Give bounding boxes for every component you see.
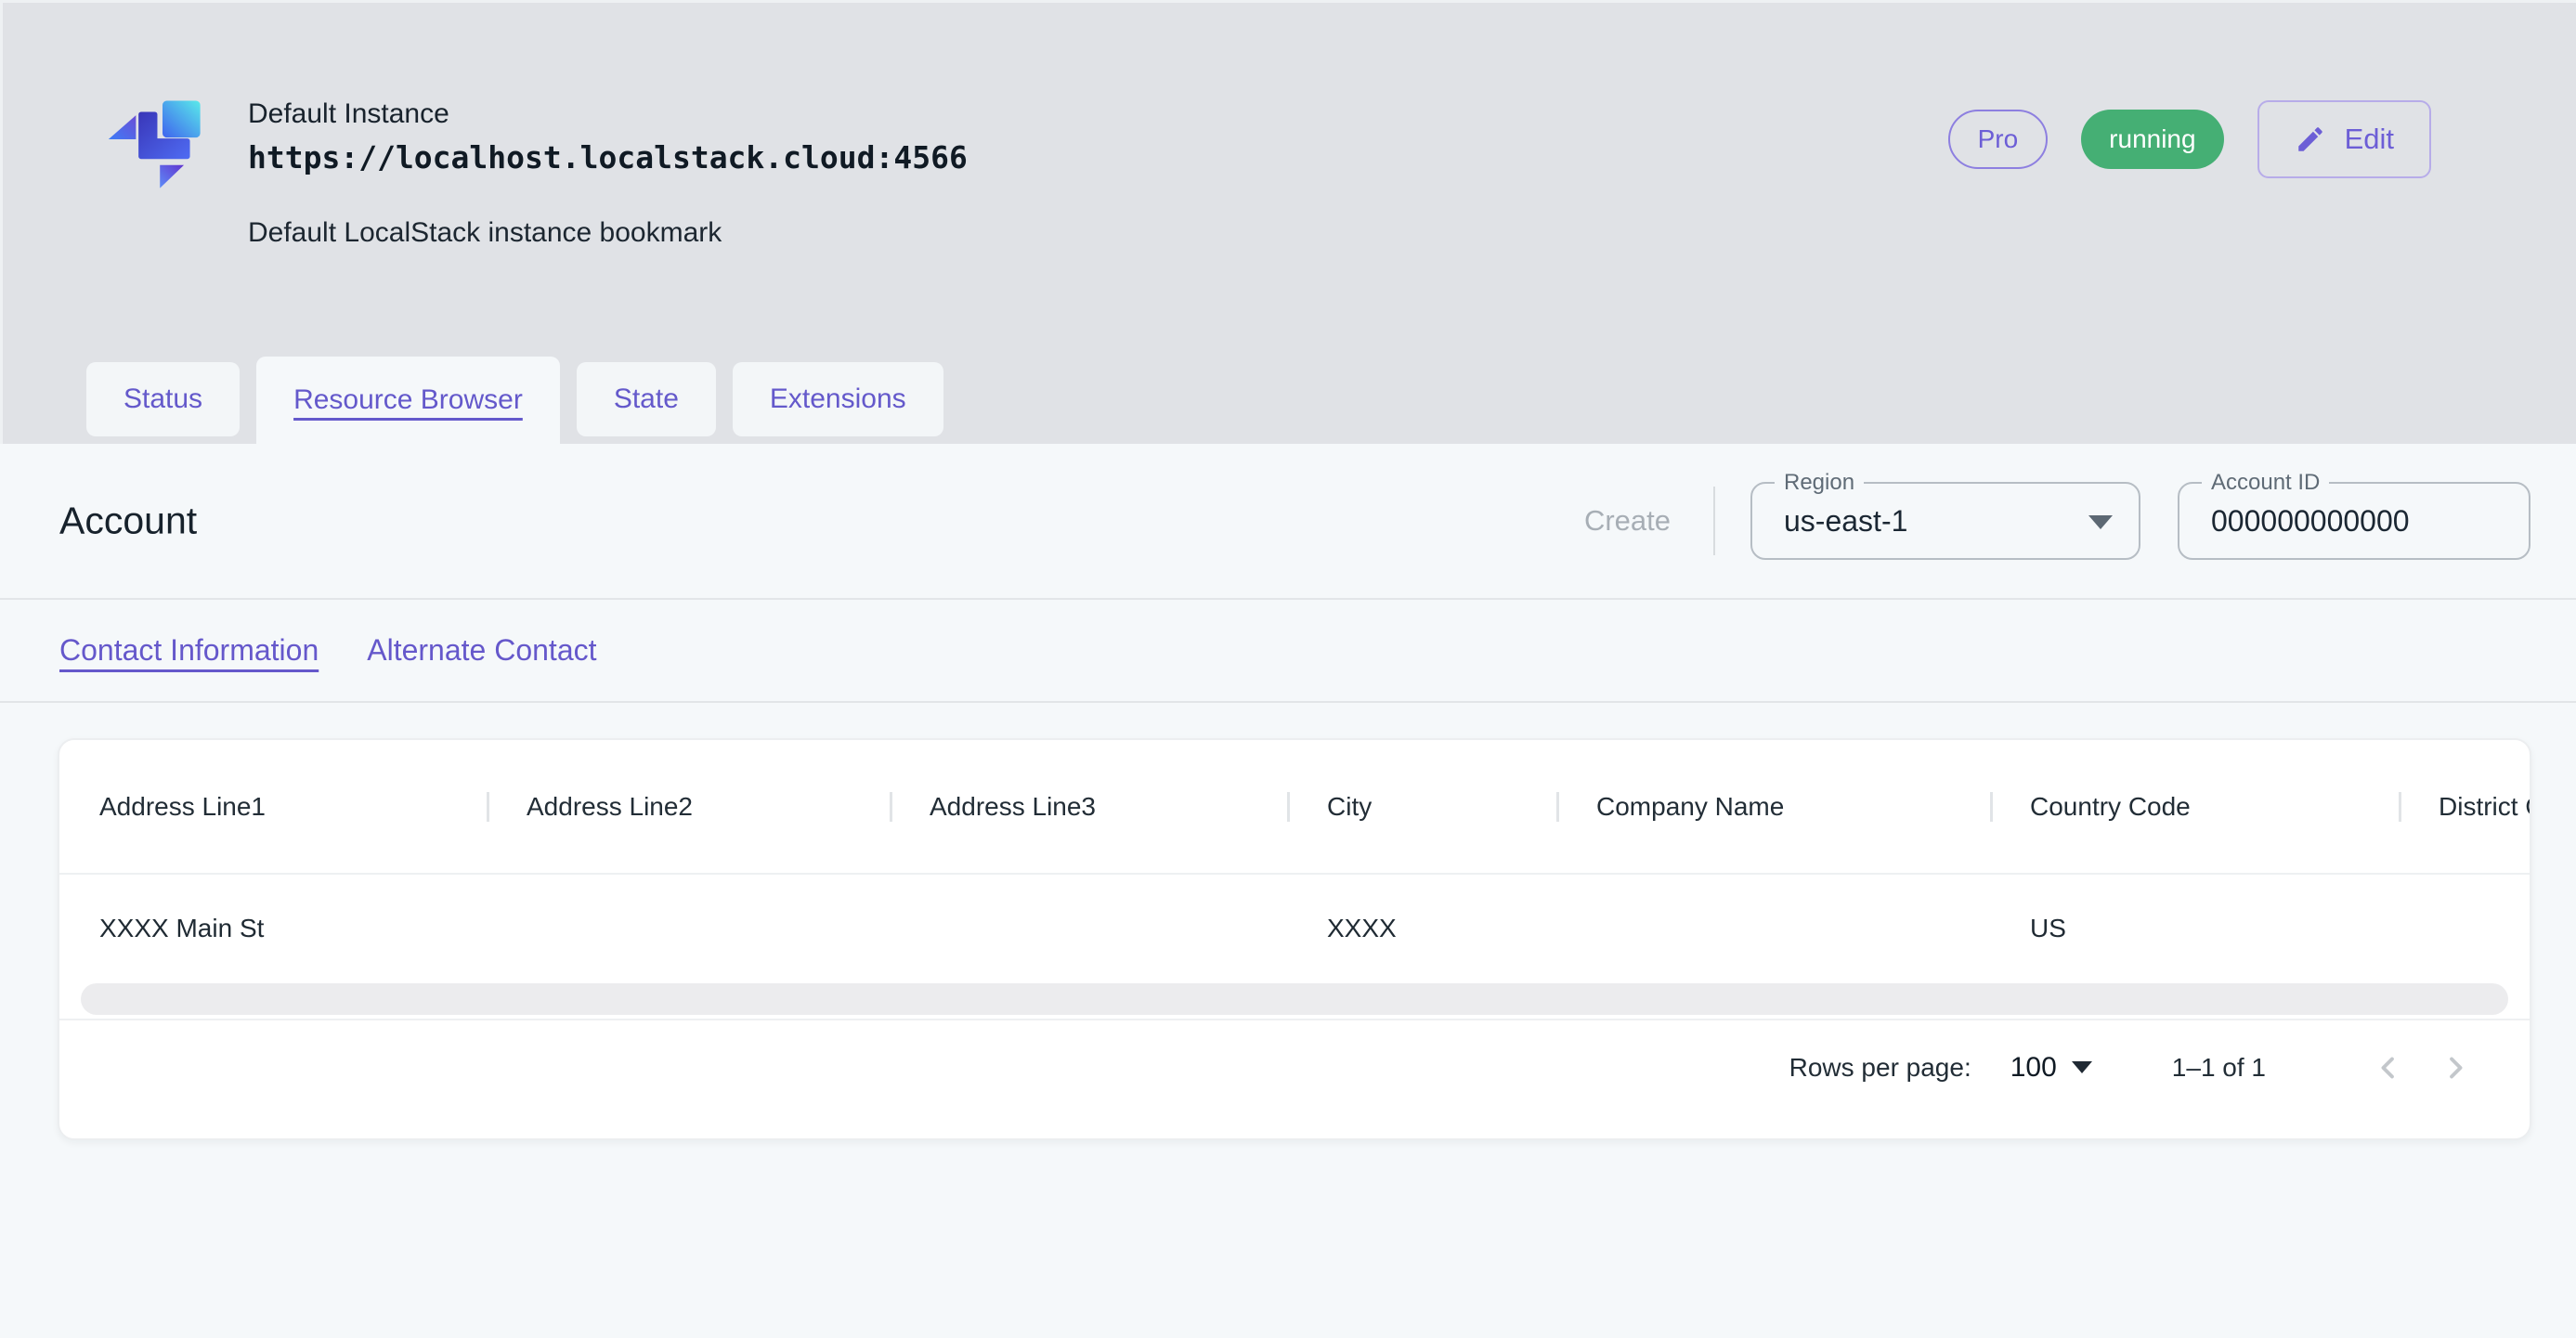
chevron-down-icon	[2071, 1061, 2092, 1073]
rows-per-page-value: 100	[2010, 1051, 2057, 1083]
column-header-address-line1: Address Line1	[99, 791, 267, 821]
address-line1-link[interactable]: XXXX Main St	[99, 913, 265, 942]
rows-per-page-label: Rows per page:	[1789, 1052, 1971, 1082]
next-page-button[interactable]	[2422, 1034, 2489, 1101]
instance-actions: Pro running Edit	[1947, 99, 2431, 179]
resource-browser-panel: Account Create Region us-east-1 Account …	[0, 444, 2576, 1338]
instance-title: Default Instance	[248, 98, 449, 129]
chevron-down-icon	[2088, 515, 2113, 529]
chevron-left-icon	[2381, 1057, 2394, 1078]
account-id-value: 000000000000	[2211, 504, 2410, 538]
divider	[59, 1019, 2530, 1020]
column-header-address-line3: Address Line3	[890, 792, 1287, 822]
account-id-label: Account ID	[2202, 469, 2330, 497]
instance-header: Default Instance https://localhost.local…	[0, 0, 2576, 444]
previous-page-button[interactable]	[2355, 1034, 2422, 1101]
scrollbar-thumb[interactable]	[81, 983, 2508, 1015]
instance-url: https://localhost.localstack.cloud:4566	[248, 139, 968, 175]
tab-state[interactable]: State	[576, 362, 716, 436]
rows-per-page-select[interactable]: 100	[2010, 1052, 2092, 1084]
contact-information-table-card: Address Line1 Address Line2 Address Line…	[58, 738, 2531, 1140]
instance-tabs: Status Resource Browser State Extensions	[86, 357, 943, 444]
edit-button[interactable]: Edit	[2257, 100, 2431, 178]
column-header-city: City	[1287, 792, 1556, 822]
country-code-cell: US	[2030, 913, 2066, 942]
pagination-range: 1–1 of 1	[2171, 1052, 2266, 1082]
tab-resource-browser[interactable]: Resource Browser	[256, 357, 560, 444]
tab-status[interactable]: Status	[86, 362, 241, 436]
status-badge: running	[2081, 110, 2224, 169]
column-header-country-code: Country Code	[1990, 792, 2399, 822]
edit-button-label: Edit	[2344, 123, 2394, 155]
account-subtabs: Contact Information Alternate Contact	[0, 600, 2576, 701]
localstack-logo-icon	[108, 100, 201, 188]
table-pagination: Rows per page: 100 1–1 of 1	[59, 1020, 2530, 1138]
pencil-icon	[2297, 127, 2322, 151]
account-toolbar: Account Create Region us-east-1 Account …	[0, 444, 2576, 598]
pro-badge: Pro	[1947, 110, 2049, 169]
chevron-right-icon	[2450, 1057, 2463, 1078]
page-title: Account	[59, 499, 198, 542]
divider	[0, 701, 2576, 703]
region-select-label: Region	[1775, 469, 1865, 497]
table-row: XXXX Main St XXXX US	[59, 875, 2530, 981]
horizontal-scrollbar	[59, 981, 2530, 1019]
tab-extensions[interactable]: Extensions	[732, 362, 943, 436]
toolbar-controls: Create Region us-east-1 Account ID 00000…	[1584, 469, 2530, 560]
subtab-contact-information[interactable]: Contact Information	[59, 633, 319, 667]
column-header-address-line2: Address Line2	[487, 792, 890, 822]
toolbar-divider	[1713, 487, 1715, 555]
divider	[0, 598, 2576, 600]
region-select-value: us-east-1	[1784, 504, 1908, 538]
instance-summary: Default Instance https://localhost.local…	[96, 83, 968, 253]
instance-text: Default Instance https://localhost.local…	[248, 83, 968, 253]
city-cell: XXXX	[1327, 913, 1397, 942]
account-id-field[interactable]: Account ID 000000000000	[2178, 469, 2530, 560]
column-header-district: District Or	[2399, 792, 2530, 822]
column-header-company-name: Company Name	[1556, 792, 1990, 822]
instance-subtitle: Default LocalStack instance bookmark	[248, 217, 722, 248]
subtab-alternate-contact[interactable]: Alternate Contact	[367, 633, 597, 667]
region-select[interactable]: Region us-east-1	[1750, 469, 2140, 560]
table-header-row: Address Line1 Address Line2 Address Line…	[59, 740, 2530, 875]
create-button[interactable]: Create	[1584, 504, 1713, 538]
